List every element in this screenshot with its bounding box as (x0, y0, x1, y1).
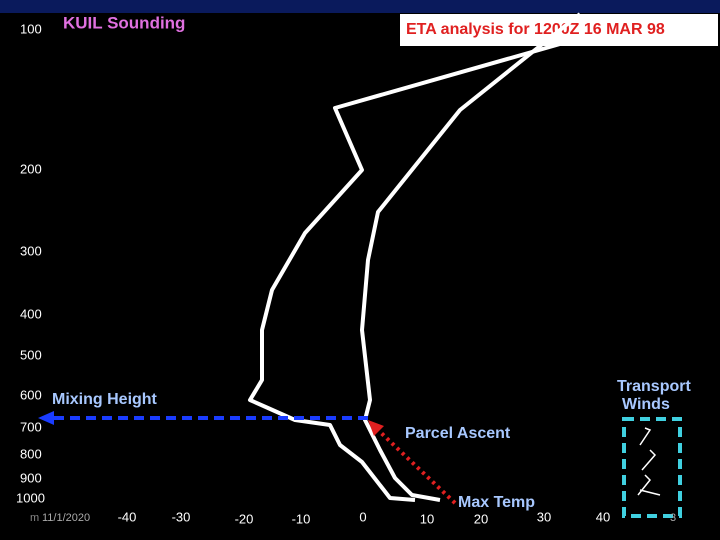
parcel-ascent-label: Parcel Ascent (405, 425, 511, 442)
temperature-label: -10 (292, 511, 311, 526)
pressure-label: 800 (20, 446, 42, 461)
temperature-label: 40 (596, 509, 610, 524)
title: KUIL Sounding (63, 13, 185, 32)
temperature-label: 10 (420, 511, 434, 526)
page-number: 3 (670, 512, 676, 524)
max-temp-label: Max Temp (458, 494, 535, 511)
pressure-axis: 100 200 300 400 500 600 700 800 900 1000 (16, 21, 45, 505)
temperature-curve (360, 12, 582, 502)
footer-mark: m (30, 512, 39, 524)
wind-barb (639, 489, 661, 496)
pressure-label: 400 (20, 306, 42, 321)
temperature-label: -40 (118, 509, 137, 524)
footer-date: 11/1/2020 (42, 512, 90, 524)
winds-box (622, 417, 682, 518)
wind-barbs (637, 427, 661, 496)
temperature-label: -20 (235, 511, 254, 526)
winds-label: Winds (622, 396, 670, 413)
top-bar (0, 0, 720, 13)
temperature-label: 20 (474, 511, 488, 526)
pressure-label: 600 (20, 387, 42, 402)
pressure-label: 900 (20, 470, 42, 485)
temperature-label: 30 (537, 509, 551, 524)
pressure-label: 200 (20, 161, 42, 176)
pressure-label: 100 (20, 21, 42, 36)
dewpoint-curve (248, 42, 561, 502)
analysis-text: ETA analysis for 1200Z 16 MAR 98 (406, 21, 665, 38)
transport-label: Transport (617, 378, 691, 395)
pressure-label: 500 (20, 347, 42, 362)
pressure-label: 1000 (16, 490, 45, 505)
wind-barb (639, 427, 652, 446)
wind-barb (641, 449, 657, 471)
temperature-axis: -40 -30 -20 -10 0 10 20 30 40 (118, 509, 611, 526)
arrow-head (368, 420, 384, 436)
pressure-label: 700 (20, 419, 42, 434)
temperature-label: 0 (359, 509, 366, 524)
temperature-label: -30 (172, 509, 191, 524)
pressure-label: 300 (20, 243, 42, 258)
mixing-height-label: Mixing Height (52, 391, 158, 408)
arrow-head (38, 411, 54, 425)
